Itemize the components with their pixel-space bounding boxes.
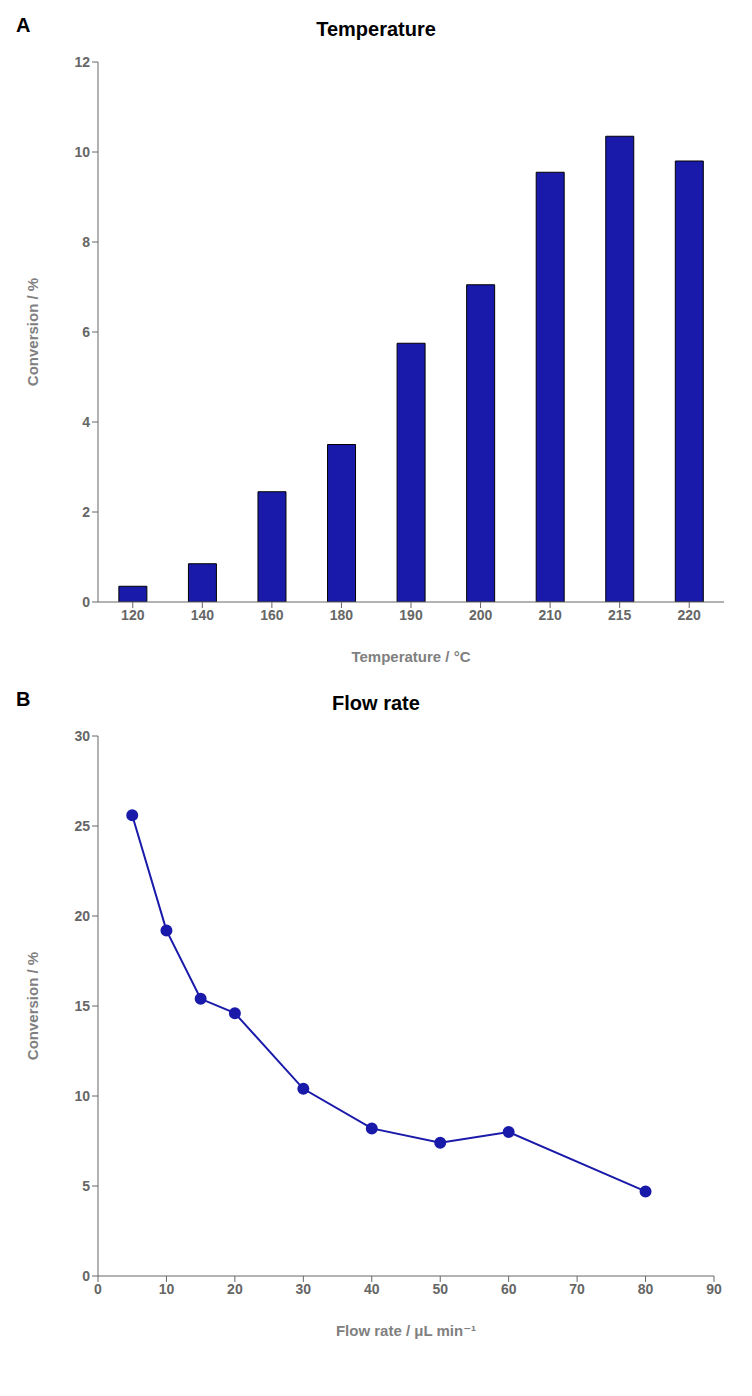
svg-text:210: 210 bbox=[538, 607, 562, 623]
svg-text:4: 4 bbox=[82, 414, 90, 430]
svg-text:12: 12 bbox=[74, 54, 90, 70]
svg-text:25: 25 bbox=[74, 818, 90, 834]
svg-text:8: 8 bbox=[82, 234, 90, 250]
svg-text:140: 140 bbox=[191, 607, 215, 623]
html-text:B: B bbox=[16, 688, 31, 710]
svg-text:215: 215 bbox=[608, 607, 632, 623]
svg-text:2: 2 bbox=[82, 504, 90, 520]
svg-text:190: 190 bbox=[399, 607, 423, 623]
svg-text:160: 160 bbox=[260, 607, 284, 623]
svg-text:200: 200 bbox=[469, 607, 493, 623]
svg-text:10: 10 bbox=[74, 144, 90, 160]
svg-text:50: 50 bbox=[432, 1281, 448, 1297]
svg-text:70: 70 bbox=[569, 1281, 585, 1297]
svg-text:0: 0 bbox=[82, 1268, 90, 1284]
svg-text:10: 10 bbox=[74, 1088, 90, 1104]
html-text:Flow rate: Flow rate bbox=[332, 692, 420, 714]
svg-text:15: 15 bbox=[74, 998, 90, 1014]
svg-text:10: 10 bbox=[159, 1281, 175, 1297]
svg-text:20: 20 bbox=[227, 1281, 243, 1297]
svg-text:0: 0 bbox=[94, 1281, 102, 1297]
svg-text:180: 180 bbox=[330, 607, 354, 623]
svg-text:40: 40 bbox=[364, 1281, 380, 1297]
svg-text:90: 90 bbox=[706, 1281, 722, 1297]
svg-text:120: 120 bbox=[121, 607, 145, 623]
svg-text:0: 0 bbox=[82, 594, 90, 610]
svg-text:30: 30 bbox=[296, 1281, 312, 1297]
svg-text:220: 220 bbox=[678, 607, 702, 623]
svg-text:80: 80 bbox=[638, 1281, 654, 1297]
svg-text:Conversion / %: Conversion / % bbox=[24, 952, 41, 1060]
svg-text:Temperature / °C: Temperature / °C bbox=[351, 648, 470, 665]
svg-text:6: 6 bbox=[82, 324, 90, 340]
svg-text:20: 20 bbox=[74, 908, 90, 924]
svg-text:Flow rate / μL min⁻¹: Flow rate / μL min⁻¹ bbox=[336, 1322, 476, 1339]
svg-text:Conversion / %: Conversion / % bbox=[24, 278, 41, 386]
html-text:Temperature: Temperature bbox=[316, 18, 436, 40]
svg-text:60: 60 bbox=[501, 1281, 517, 1297]
svg-text:5: 5 bbox=[82, 1178, 90, 1194]
html-text:A: A bbox=[16, 14, 31, 36]
svg-text:30: 30 bbox=[74, 728, 90, 744]
